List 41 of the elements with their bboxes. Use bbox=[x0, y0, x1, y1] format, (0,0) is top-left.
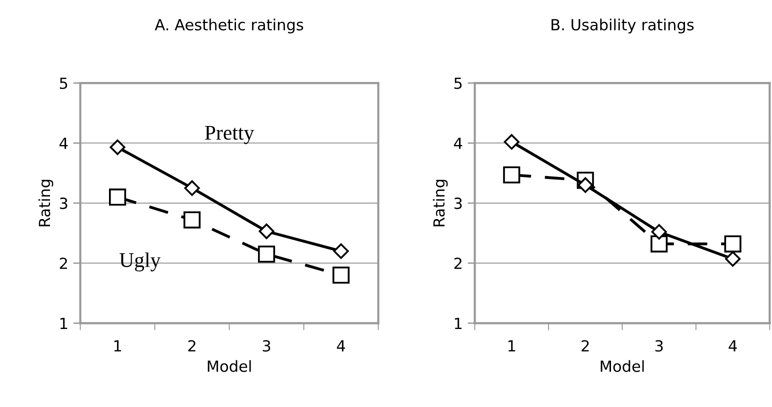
y-axis-title: Rating bbox=[432, 180, 448, 226]
point bbox=[184, 180, 200, 196]
x-axis-title: Model bbox=[208, 360, 251, 372]
x-tick-label: 3 bbox=[262, 340, 270, 352]
point bbox=[724, 235, 742, 252]
x-axis-title: Model bbox=[600, 360, 644, 372]
point bbox=[183, 211, 201, 228]
y-tick-label: 5 bbox=[60, 78, 68, 90]
x-tick-label: 1 bbox=[508, 340, 516, 352]
point bbox=[108, 188, 126, 206]
y-tick-label: 4 bbox=[60, 138, 68, 149]
y-tick-label: 2 bbox=[454, 258, 462, 269]
point bbox=[504, 134, 520, 150]
point bbox=[578, 177, 594, 193]
y-tick-label: 4 bbox=[454, 138, 462, 149]
y-tick-label: 2 bbox=[60, 258, 67, 269]
y-axis-title: Rating bbox=[38, 180, 54, 226]
point bbox=[258, 246, 276, 263]
point bbox=[332, 266, 350, 284]
x-tick-label: 4 bbox=[728, 340, 737, 352]
chart-title: A. Aesthetic ratings bbox=[154, 18, 304, 34]
series-label: Ugly bbox=[119, 252, 161, 272]
x-tick-label: 3 bbox=[655, 340, 663, 352]
point bbox=[333, 243, 349, 259]
point bbox=[650, 235, 668, 252]
y-tick-label: 3 bbox=[454, 198, 462, 210]
y-tick-label: 3 bbox=[60, 198, 68, 210]
chart-title: B. Usability ratings bbox=[552, 18, 694, 34]
y-tick-label: 1 bbox=[454, 318, 462, 329]
y-tick-label: 5 bbox=[454, 78, 462, 90]
y-tick-label: 1 bbox=[60, 318, 68, 329]
point bbox=[725, 251, 741, 267]
x-tick-label: 4 bbox=[336, 340, 346, 352]
x-tick-label: 1 bbox=[114, 340, 121, 352]
point bbox=[258, 224, 274, 240]
series-label: Pretty bbox=[205, 126, 254, 144]
x-tick-label: 2 bbox=[188, 340, 196, 352]
point bbox=[503, 166, 520, 184]
x-tick-label: 2 bbox=[582, 340, 589, 352]
point bbox=[110, 139, 126, 156]
point bbox=[651, 224, 667, 240]
